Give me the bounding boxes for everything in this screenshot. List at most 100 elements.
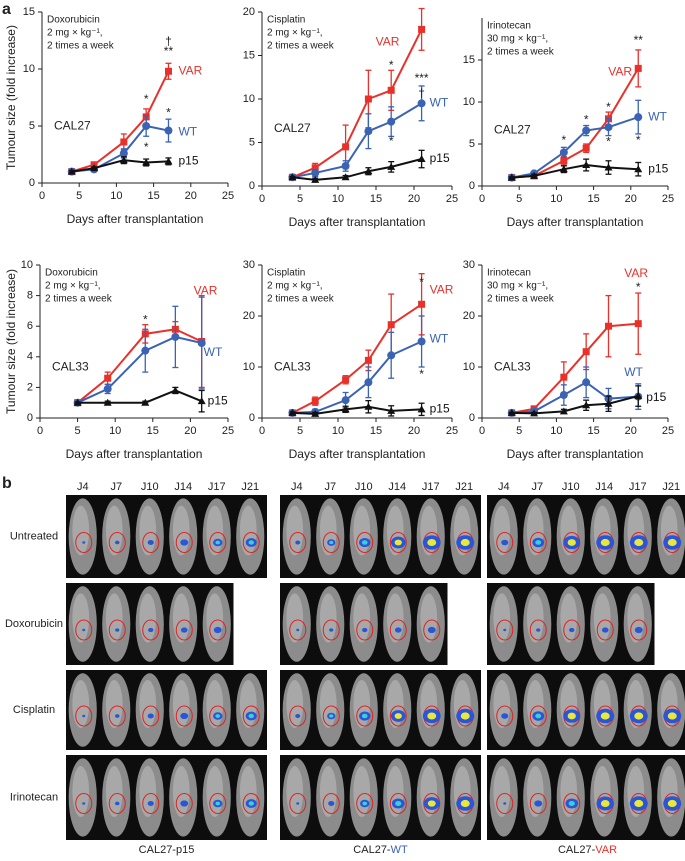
marker bbox=[634, 165, 643, 173]
x-tick-label: 15 bbox=[587, 425, 599, 437]
signal-core bbox=[361, 713, 368, 719]
treatment-text: 2 mg × kg⁻¹, bbox=[45, 281, 101, 292]
series-label: VAR bbox=[376, 35, 400, 49]
marker bbox=[364, 127, 373, 136]
x-tick-label: 15 bbox=[370, 425, 382, 437]
x-tick-label: 5 bbox=[76, 190, 82, 202]
series-label: p15 bbox=[178, 154, 198, 168]
signal-core bbox=[600, 538, 610, 547]
x-tick-label: 20 bbox=[184, 425, 196, 437]
roi-circle bbox=[563, 619, 581, 641]
signal-core bbox=[667, 538, 677, 547]
group-name: VAR bbox=[595, 844, 617, 856]
marker bbox=[103, 398, 112, 406]
annotation: * bbox=[389, 58, 394, 72]
marker bbox=[90, 164, 99, 172]
marker bbox=[73, 398, 82, 406]
roi-circle bbox=[630, 619, 648, 641]
signal-blob bbox=[148, 627, 154, 633]
marker bbox=[141, 398, 150, 406]
group-label: CAL27-VAR bbox=[558, 844, 617, 856]
series-label: VAR bbox=[194, 284, 218, 298]
marker bbox=[387, 117, 396, 126]
x-tick-label: 15 bbox=[147, 425, 159, 437]
treatment-text: 2 mg × kg⁻¹, bbox=[267, 281, 323, 292]
mouse-highlight bbox=[386, 766, 404, 817]
signal-blob bbox=[501, 539, 509, 546]
signal-core bbox=[329, 714, 334, 718]
mouse-highlight bbox=[353, 680, 371, 728]
mouse-highlight bbox=[172, 680, 190, 728]
mouse-highlight bbox=[493, 593, 511, 643]
marker bbox=[507, 408, 516, 416]
mouse-highlight bbox=[286, 766, 304, 817]
day-label: J7 bbox=[110, 481, 122, 493]
signal-core bbox=[460, 538, 470, 547]
signal-blob bbox=[82, 802, 86, 805]
annotation: ** bbox=[634, 33, 644, 47]
mouse-highlight bbox=[560, 593, 578, 643]
annotation: * bbox=[584, 113, 589, 127]
series-label: p15 bbox=[646, 390, 666, 404]
x-tick-label: 5 bbox=[297, 425, 303, 437]
x-tick-label: 15 bbox=[587, 193, 599, 205]
mouse-highlight bbox=[139, 766, 157, 817]
series-line bbox=[71, 159, 169, 173]
mouse-highlight bbox=[353, 505, 371, 556]
mouse-highlight bbox=[286, 593, 304, 643]
x-axis-title: Days after transplantation bbox=[67, 212, 204, 226]
series-line bbox=[511, 163, 639, 179]
signal-core bbox=[248, 801, 254, 806]
mouse-highlight bbox=[139, 505, 157, 556]
annotation: * bbox=[166, 106, 171, 120]
x-tick-label: 10 bbox=[332, 193, 344, 205]
y-tick-label: 0 bbox=[249, 412, 255, 424]
marker bbox=[418, 300, 426, 308]
annotation: * bbox=[419, 275, 424, 289]
marker bbox=[142, 122, 151, 130]
image-background bbox=[66, 495, 267, 578]
y-tick-label: 15 bbox=[243, 49, 255, 61]
treatment-text: Cisplatin bbox=[267, 268, 305, 279]
panel-label: b bbox=[2, 475, 12, 492]
signal-core bbox=[634, 799, 644, 808]
mouse-highlight bbox=[105, 766, 123, 817]
mouse-highlight bbox=[353, 593, 371, 643]
marker bbox=[141, 346, 150, 355]
roi-circle bbox=[389, 705, 407, 727]
annotation: *** bbox=[415, 71, 429, 85]
annotation: * bbox=[144, 140, 149, 154]
mouse-highlight bbox=[319, 680, 337, 728]
roi-circle bbox=[423, 619, 441, 641]
y-tick-label: 0 bbox=[469, 412, 475, 424]
y-axis-title: Tumour size (fold increase) bbox=[4, 25, 18, 170]
image-background bbox=[487, 755, 685, 840]
x-tick-label: 25 bbox=[446, 425, 458, 437]
roi-circle bbox=[175, 705, 193, 727]
signal-core bbox=[248, 540, 254, 545]
x-tick-label: 25 bbox=[222, 425, 234, 437]
annotation: * bbox=[562, 133, 567, 147]
mouse-highlight bbox=[105, 505, 123, 556]
series-line bbox=[77, 389, 203, 404]
marker bbox=[311, 168, 320, 177]
y-tick-label: 0 bbox=[469, 180, 475, 192]
annotation: * bbox=[144, 92, 149, 106]
roi-circle bbox=[529, 793, 547, 814]
mouse-highlight bbox=[172, 766, 190, 817]
x-tick-label: 20 bbox=[625, 193, 637, 205]
mouse-highlight bbox=[353, 766, 371, 817]
series-label: WT bbox=[178, 125, 197, 139]
cell-line-label: CAL33 bbox=[52, 360, 89, 374]
series-label: WT bbox=[648, 109, 667, 123]
signal-core bbox=[215, 540, 221, 545]
roi-circle bbox=[356, 793, 374, 814]
marker bbox=[417, 405, 426, 413]
marker bbox=[119, 156, 128, 164]
group-label: CAL27-p15 bbox=[139, 844, 195, 856]
image-background bbox=[66, 670, 267, 750]
series-line bbox=[291, 303, 423, 414]
x-tick-label: 20 bbox=[408, 193, 420, 205]
annotation: * bbox=[606, 134, 611, 148]
roi-circle bbox=[356, 532, 374, 553]
